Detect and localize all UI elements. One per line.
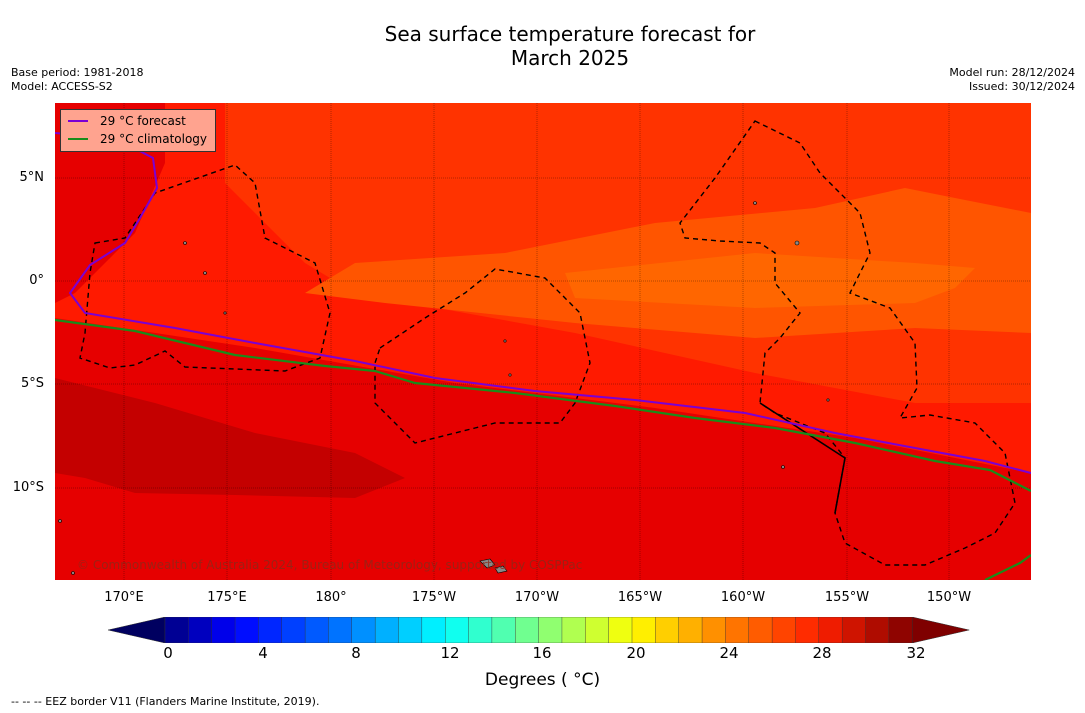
colorbar-cell (398, 617, 423, 643)
lon-tick: 180° (315, 590, 347, 605)
lon-tick: 155°W (824, 590, 870, 605)
lat-tick: 10°S (12, 480, 44, 495)
lon-tick: 165°W (617, 590, 663, 605)
colorbar-cell (818, 617, 843, 643)
lon-tick: 170°W (514, 590, 560, 605)
colorbar-cell (468, 617, 493, 643)
model-run: Model run: 28/12/2024 (949, 66, 1075, 79)
colorbar (108, 617, 970, 643)
title-line-2: March 2025 (510, 46, 630, 70)
colorbar-tick: 12 (440, 644, 460, 662)
colorbar-cell (771, 617, 796, 643)
colorbar-cell (678, 617, 703, 643)
colorbar-cell (631, 617, 656, 643)
legend-item-climatology: 29 °C climatology (68, 131, 207, 147)
colorbar-cell (608, 617, 633, 643)
meta-left: Base period: 1981-2018 Model: ACCESS-S2 (11, 66, 143, 94)
colorbar-over-arrow (911, 617, 970, 643)
colorbar-title: Degrees ( °C) (484, 670, 601, 690)
eez-borders (79, 120, 1016, 566)
isotherm-29-forecast (55, 132, 1031, 474)
legend-item-forecast: 29 °C forecast (68, 113, 186, 129)
model-name: Model: ACCESS-S2 (11, 80, 113, 93)
base-period: Base period: 1981-2018 (11, 66, 144, 79)
lon-tick: 170°E (104, 590, 144, 605)
colorbar-tick: 8 (351, 644, 361, 662)
lon-tick: 160°W (720, 590, 766, 605)
colorbar-cell (328, 617, 353, 643)
lon-tick: 175°W (411, 590, 457, 605)
colorbar-tick: 0 (163, 644, 173, 662)
colorbar-tick: 24 (719, 644, 739, 662)
lat-tick: 0° (29, 273, 44, 288)
colorbar-cell (281, 617, 306, 643)
sst-26-region (565, 253, 975, 308)
sst-30-region-south (55, 318, 1031, 580)
legend-swatch-forecast (68, 120, 88, 122)
colorbar-tick: 32 (906, 644, 926, 662)
colorbar-cell (655, 617, 680, 643)
legend-swatch-climatology (68, 138, 88, 140)
colorbar-cell (538, 617, 563, 643)
sst-30-region-nw (55, 103, 165, 303)
colorbar-cell (491, 617, 516, 643)
colorbar-cell (304, 617, 329, 643)
colorbar-cell (515, 617, 540, 643)
colorbar-cell (351, 617, 376, 643)
colorbar-cell (211, 617, 236, 643)
lon-tick: 175°E (207, 590, 247, 605)
sst-map (55, 103, 1031, 580)
issued-date: Issued: 30/12/2024 (968, 80, 1075, 93)
colorbar-cell (795, 617, 820, 643)
lat-tick: 5°N (19, 170, 45, 185)
colorbar-under-arrow (108, 617, 166, 643)
title-line-1: Sea surface temperature forecast for (384, 22, 756, 46)
colorbar-cell (748, 617, 773, 643)
islands (58, 201, 830, 575)
sst-31-region (55, 378, 405, 498)
colorbar-cell (725, 617, 750, 643)
colorbar-cell (258, 617, 283, 643)
colorbar-cell (888, 617, 913, 643)
map-legend: 29 °C forecast 29 °C climatology (60, 109, 216, 152)
isotherm-29-climatology (55, 318, 1031, 492)
colorbar-cell (841, 617, 867, 643)
lon-tick: 150°W (926, 590, 972, 605)
colorbar-cell (374, 617, 399, 643)
legend-label: 29 °C forecast (100, 114, 186, 128)
colorbar-cell (188, 617, 213, 643)
colorbar-cell (445, 617, 470, 643)
graticule (55, 103, 1031, 580)
colorbar-tick: 4 (258, 644, 268, 662)
legend-label: 29 °C climatology (100, 132, 208, 146)
colorbar-cell (421, 617, 446, 643)
colorbar-cell (164, 617, 189, 643)
isotherm-29-climatology-south (984, 554, 1031, 580)
colorbar-cell (701, 617, 726, 643)
colorbar-cell (234, 617, 259, 643)
colorbar-tick: 16 (532, 644, 552, 662)
eez-solid-segment (759, 402, 846, 514)
colorbar-cell (865, 617, 890, 643)
colorbar-cell (585, 617, 610, 643)
colorbar-tick: 20 (626, 644, 646, 662)
meta-right: Model run: 28/12/2024 Issued: 30/12/2024 (949, 66, 1075, 94)
eez-footnote: -- -- -- EEZ border V11 (Flanders Marine… (11, 695, 320, 708)
copyright-notice: © Commonwealth of Australia 2024, Bureau… (77, 558, 583, 572)
lat-tick: 5°S (20, 376, 44, 391)
colorbar-tick: 28 (812, 644, 832, 662)
colorbar-cells (108, 617, 970, 643)
colorbar-cell (561, 617, 586, 643)
map-title: Sea surface temperature forecast for Mar… (0, 22, 1085, 70)
